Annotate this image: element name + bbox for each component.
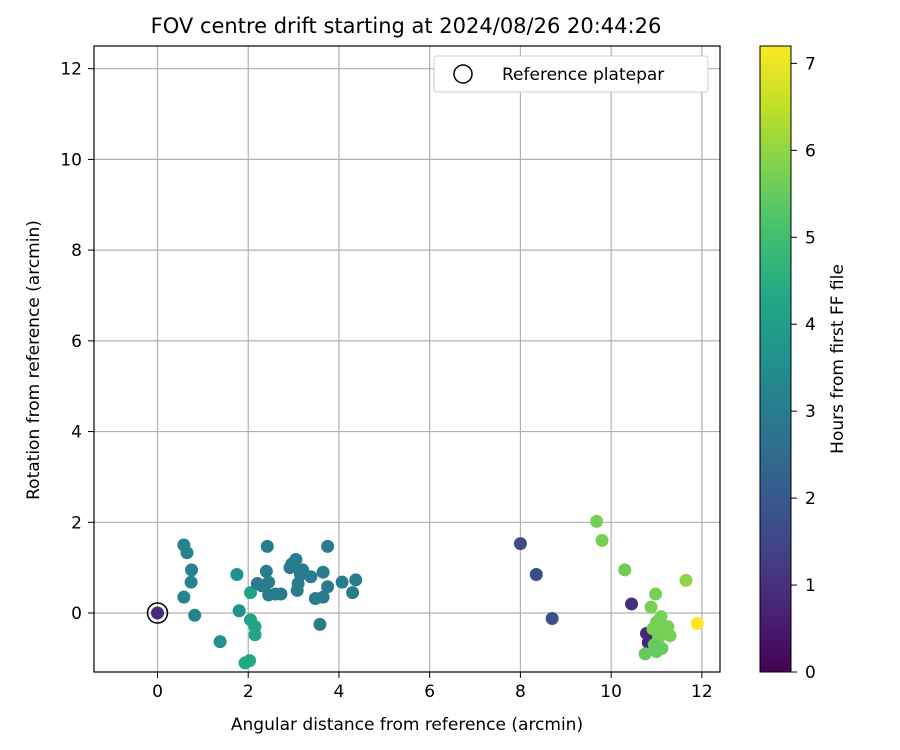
data-point (529, 567, 543, 581)
colorbar-tick-label: 7 (805, 54, 816, 74)
colorbar-tick-label: 0 (805, 663, 816, 683)
chart-title: FOV centre drift starting at 2024/08/26 … (151, 14, 662, 38)
y-tick-label: 6 (71, 332, 82, 352)
data-point (243, 654, 257, 668)
data-point (185, 563, 199, 577)
colorbar-tick-label: 4 (805, 315, 816, 335)
y-tick-label: 0 (71, 604, 82, 624)
y-tick-label: 10 (60, 150, 82, 170)
data-point (625, 597, 639, 611)
data-point (513, 537, 527, 551)
data-point (259, 564, 273, 578)
data-points (146, 514, 704, 670)
x-tick-label: 6 (424, 682, 435, 702)
data-point (262, 575, 276, 589)
colorbar-tick-label: 2 (805, 489, 816, 509)
data-point (595, 533, 609, 547)
data-point (184, 575, 198, 589)
data-point (590, 514, 604, 528)
data-point (649, 587, 663, 601)
colorbar-tick-label: 3 (805, 402, 816, 422)
colorbar-tick-label: 6 (805, 141, 816, 161)
data-point (321, 539, 335, 553)
colorbar-label: Hours from first FF file (828, 264, 848, 454)
y-tick-label: 2 (71, 513, 82, 533)
legend-box (433, 55, 709, 93)
data-point (151, 606, 165, 620)
y-tick-label: 8 (71, 241, 82, 261)
data-point (304, 570, 318, 584)
data-point (213, 635, 227, 649)
data-point (248, 628, 262, 642)
plot-axes (93, 45, 721, 673)
legend: Reference platepar (433, 55, 709, 93)
colorbar-gradient (759, 45, 792, 673)
data-point (644, 600, 658, 614)
y-axis-label: Rotation from reference (arcmin) (24, 220, 44, 500)
x-tick-label: 10 (600, 682, 622, 702)
legend-marker-icon (453, 64, 473, 84)
data-point (649, 645, 663, 659)
y-tick-label: 4 (71, 423, 82, 443)
data-point (188, 608, 202, 622)
y-tick-label: 12 (60, 60, 82, 80)
x-tick-label: 12 (691, 682, 713, 702)
plot-frame (93, 45, 721, 673)
x-axis-label: Angular distance from reference (arcmin) (231, 715, 583, 735)
data-point (663, 629, 677, 643)
legend-entry-reference: Reference platepar (502, 65, 664, 85)
colorbar: 0 1 2 3 4 5 6 7 Hours from first FF file (759, 45, 848, 683)
data-point (230, 567, 244, 581)
data-point (638, 647, 652, 661)
data-point (289, 553, 303, 567)
x-axis-ticks: 0 2 4 6 8 10 12 (152, 672, 713, 702)
data-point (321, 580, 335, 594)
x-tick-label: 2 (243, 682, 254, 702)
reference-marker (146, 602, 169, 624)
data-point (679, 573, 693, 587)
data-point (618, 563, 632, 577)
data-point (313, 617, 327, 631)
x-tick-label: 0 (152, 682, 163, 702)
data-point (316, 590, 330, 604)
x-tick-label: 8 (515, 682, 526, 702)
data-point (346, 586, 360, 600)
data-point (335, 575, 349, 589)
colorbar-tick-label: 1 (805, 576, 816, 596)
data-point (274, 587, 288, 601)
y-axis-ticks: 0 2 4 6 8 10 12 (60, 60, 94, 624)
data-point (260, 539, 274, 553)
data-point (690, 616, 704, 630)
data-point (545, 611, 559, 625)
x-tick-label: 4 (334, 682, 345, 702)
data-point (244, 586, 257, 600)
data-point (316, 565, 330, 579)
data-point (232, 604, 246, 618)
data-point (180, 546, 194, 560)
colorbar-tick-label: 5 (805, 228, 816, 248)
data-point (349, 573, 363, 587)
data-point (177, 590, 191, 604)
colorbar-ticks: 0 1 2 3 4 5 6 7 (791, 54, 816, 683)
